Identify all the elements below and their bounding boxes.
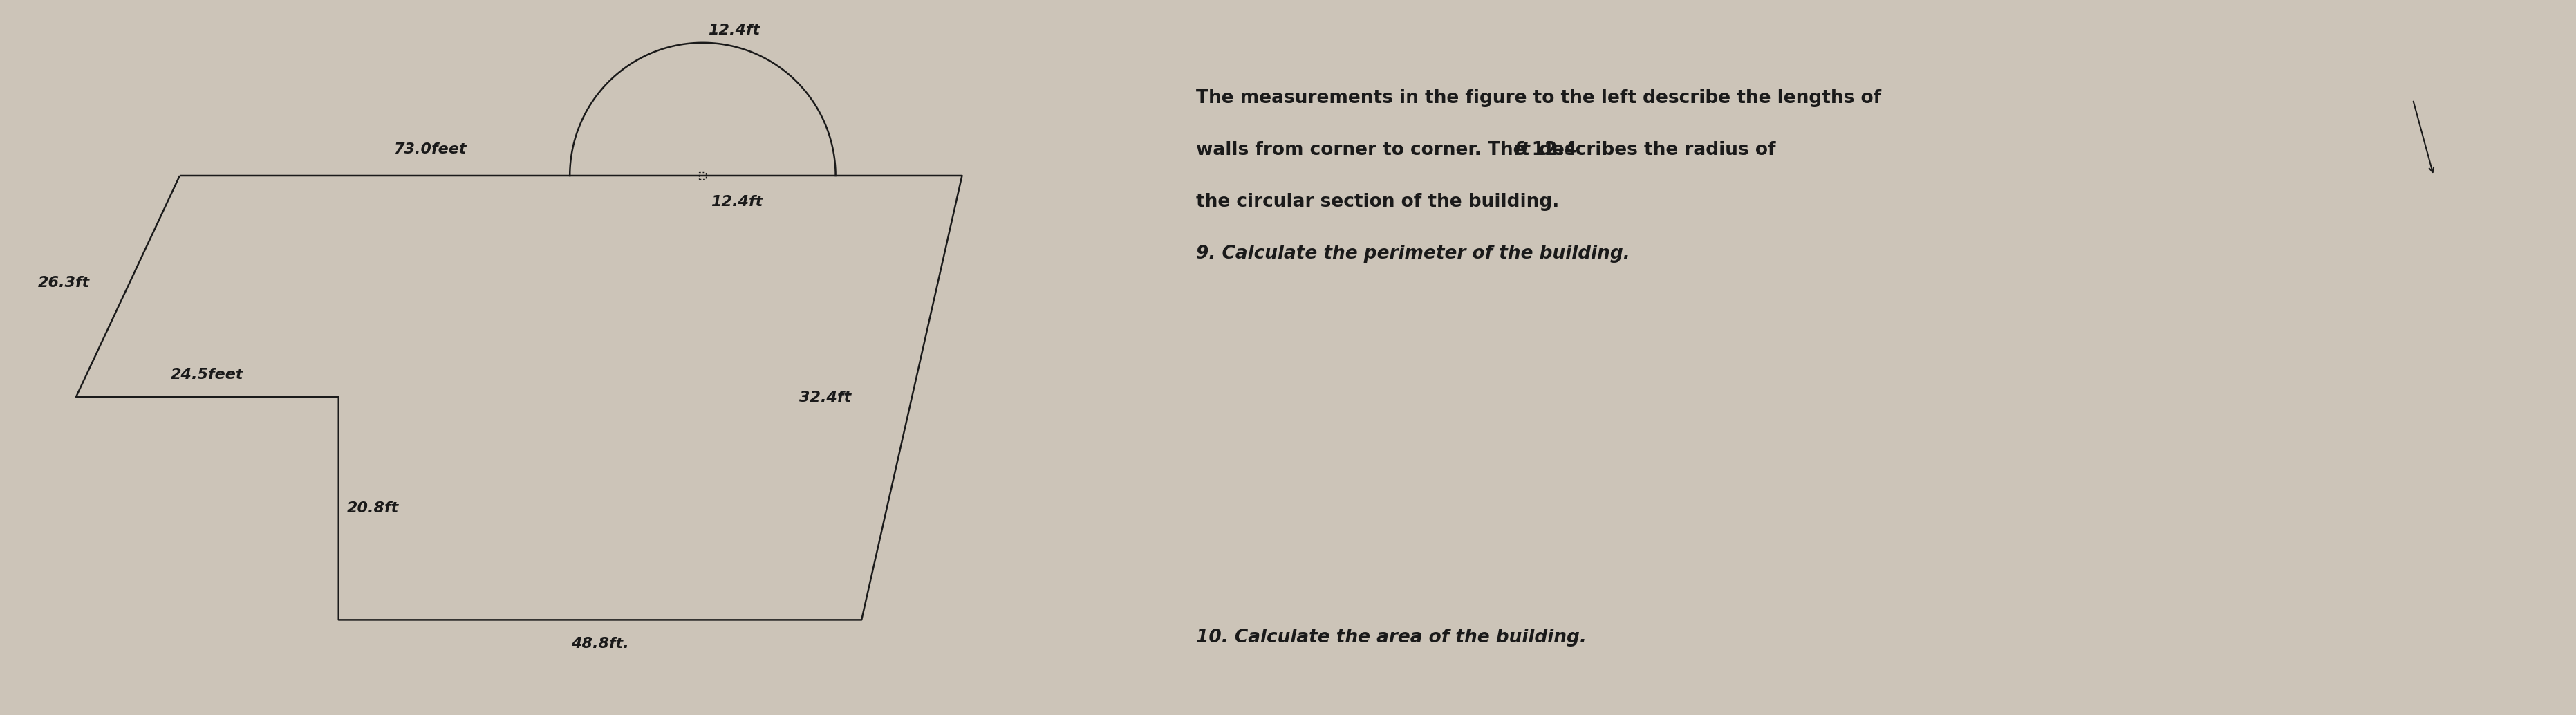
- Bar: [698, 172, 706, 179]
- Text: 20.8ft: 20.8ft: [348, 501, 399, 516]
- Text: 24.5feet: 24.5feet: [170, 368, 245, 382]
- Text: ft: ft: [1515, 141, 1530, 159]
- Text: 32.4ft: 32.4ft: [799, 391, 850, 405]
- Text: 73.0feet: 73.0feet: [394, 142, 466, 157]
- Text: describes the radius of: describes the radius of: [1533, 141, 1775, 159]
- Text: 9. Calculate the perimeter of the building.: 9. Calculate the perimeter of the buildi…: [1195, 245, 1631, 263]
- Text: 48.8ft.: 48.8ft.: [572, 637, 629, 651]
- Text: The measurements in the figure to the left describe the lengths of: The measurements in the figure to the le…: [1195, 89, 1880, 107]
- Text: 12.4ft: 12.4ft: [711, 195, 762, 209]
- Text: 10. Calculate the area of the building.: 10. Calculate the area of the building.: [1195, 628, 1587, 646]
- Text: walls from corner to corner. The 12.4: walls from corner to corner. The 12.4: [1195, 141, 1584, 159]
- Text: 26.3ft: 26.3ft: [39, 276, 90, 290]
- Text: the circular section of the building.: the circular section of the building.: [1195, 193, 1558, 211]
- Text: 12.4ft: 12.4ft: [708, 24, 760, 37]
